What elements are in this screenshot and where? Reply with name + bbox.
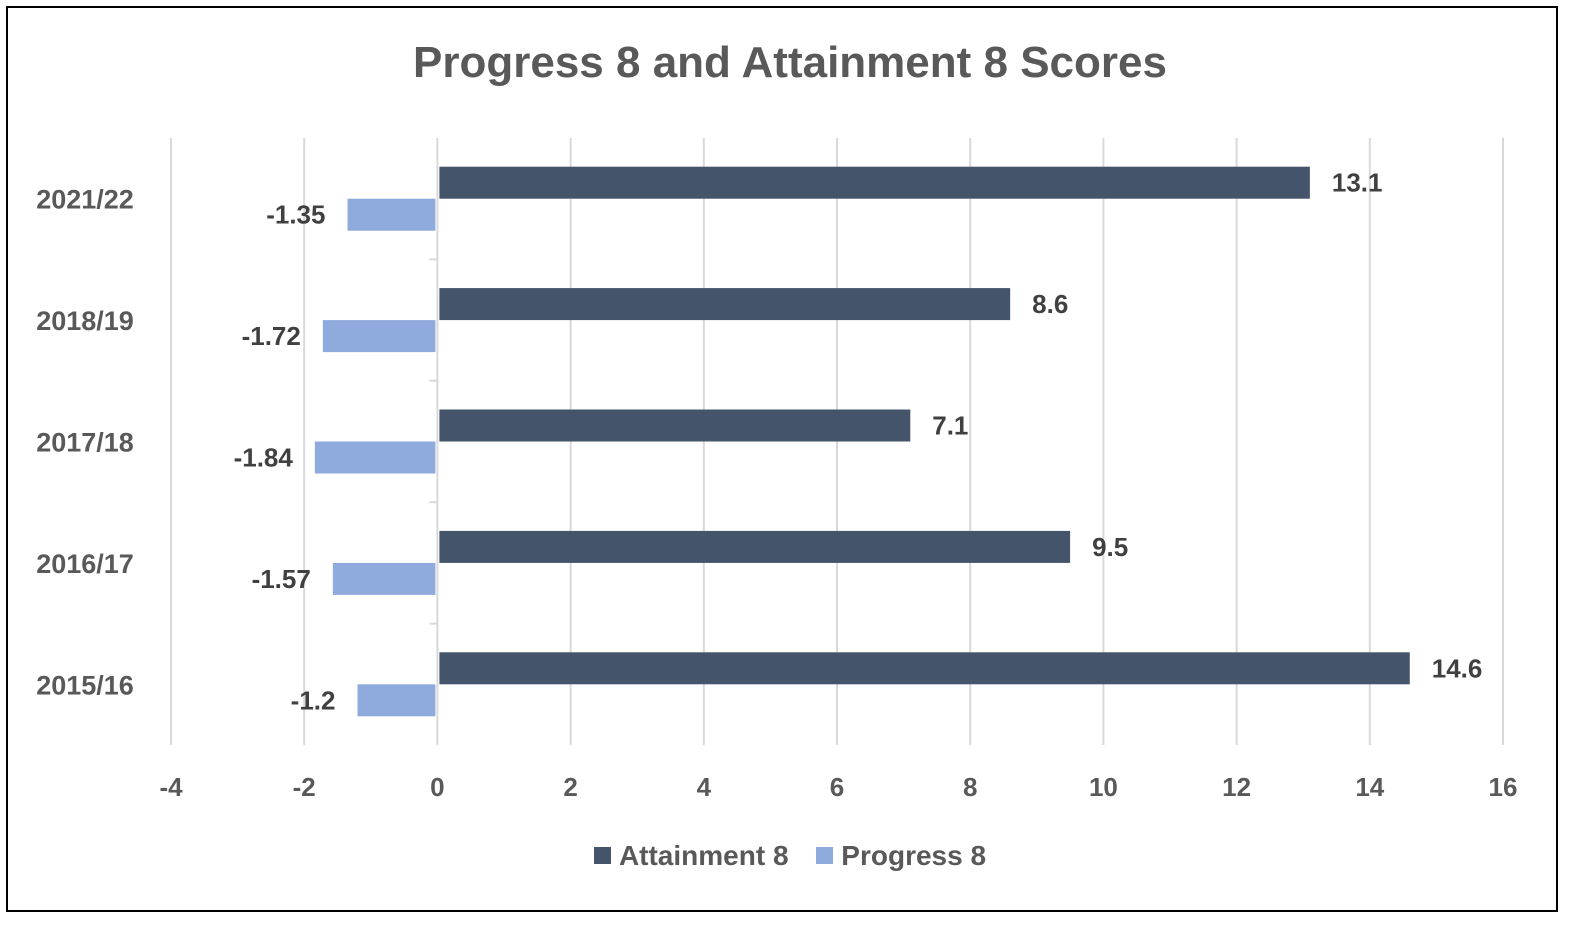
- x-tick-label: -2: [293, 772, 316, 802]
- legend-item-progress-8: Progress 8: [816, 840, 986, 872]
- chart-frame: [6, 6, 1558, 912]
- data-label: 7.1: [932, 411, 968, 441]
- category-label: 2017/18: [36, 428, 134, 458]
- x-tick-label: 16: [1489, 772, 1518, 802]
- bar-attainment-8: [439, 166, 1310, 199]
- category-label: 2015/16: [36, 670, 134, 700]
- category-label: 2021/22: [36, 185, 134, 215]
- bar-attainment-8: [439, 409, 911, 442]
- data-label: 14.6: [1432, 653, 1483, 683]
- legend-label-progress-8: Progress 8: [841, 840, 987, 871]
- category-label: 2018/19: [36, 306, 134, 336]
- x-tick-label: 8: [963, 772, 977, 802]
- data-label: -1.84: [234, 443, 294, 473]
- x-tick-label: 2: [563, 772, 577, 802]
- data-label: 9.5: [1092, 532, 1128, 562]
- legend-label-attainment-8: Attainment 8: [618, 840, 789, 871]
- legend: Attainment 8 Progress 8: [0, 840, 1580, 872]
- bar-progress-8: [322, 320, 436, 353]
- x-tick-label: 4: [697, 772, 712, 802]
- bar-progress-8: [314, 441, 436, 474]
- data-label: -1.2: [291, 685, 336, 715]
- data-label: 8.6: [1032, 289, 1068, 319]
- x-tick-label: -4: [159, 772, 183, 802]
- category-label: 2016/17: [36, 549, 134, 579]
- x-tick-label: 10: [1089, 772, 1118, 802]
- bar-attainment-8: [439, 288, 1011, 321]
- x-tick-label: 12: [1222, 772, 1251, 802]
- data-label: -1.72: [242, 321, 301, 351]
- legend-swatch-attainment-8: [593, 847, 611, 864]
- data-label: -1.35: [266, 200, 325, 230]
- legend-item-attainment-8: Attainment 8: [593, 840, 789, 872]
- bar-attainment-8: [439, 530, 1071, 563]
- x-tick-label: 0: [430, 772, 444, 802]
- chart-title: Progress 8 and Attainment 8 Scores: [413, 38, 1167, 87]
- x-tick-label: 6: [830, 772, 844, 802]
- x-tick-label: 14: [1355, 772, 1384, 802]
- legend-swatch-progress-8: [816, 847, 834, 864]
- data-label: -1.57: [252, 564, 311, 594]
- bar-attainment-8: [439, 652, 1410, 685]
- bar-progress-8: [357, 684, 436, 717]
- data-label: 13.1: [1332, 168, 1383, 198]
- bar-progress-8: [347, 198, 436, 231]
- bar-progress-8: [332, 562, 436, 595]
